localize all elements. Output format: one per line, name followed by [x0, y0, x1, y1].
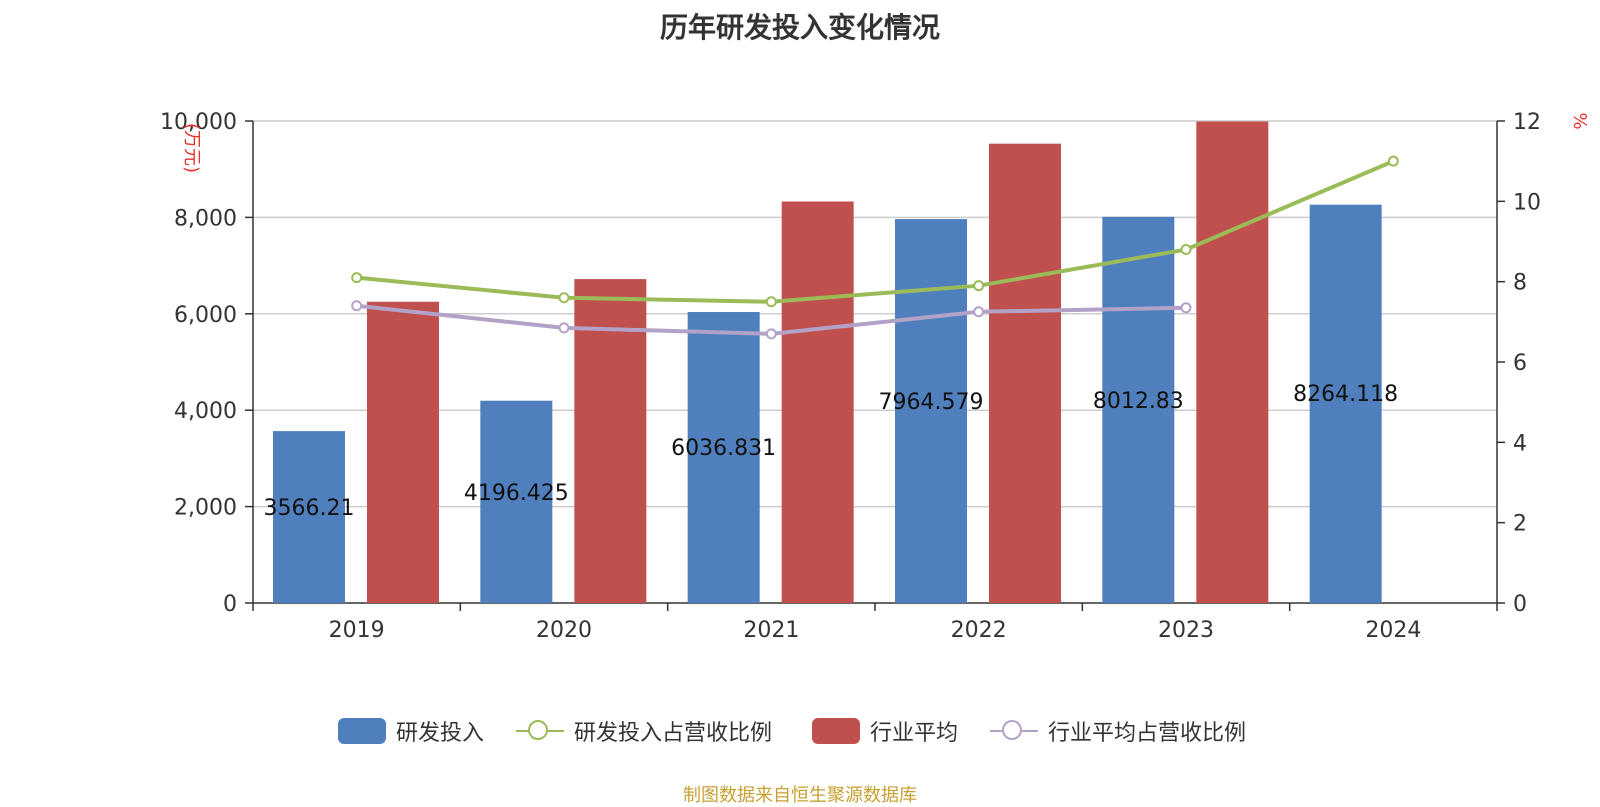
chart-title: 历年研发投入变化情况 — [659, 11, 940, 44]
point-rd-ratio — [765, 296, 777, 308]
x-tick-label: 2020 — [536, 618, 592, 643]
legend-swatch-rd-ratio — [516, 718, 564, 744]
bar-rd — [1309, 204, 1382, 604]
y-right-tick-label: 0 — [1513, 592, 1527, 617]
legend-item-rd-ratio[interactable]: 研发投入占营收比例 — [516, 716, 772, 746]
legend-label-industry: 行业平均 — [870, 721, 959, 746]
y-left-tick-label: 0 — [223, 592, 237, 617]
bar-rd — [895, 219, 967, 603]
bar-industry — [1196, 121, 1269, 604]
x-tick-label: 2022 — [951, 618, 1007, 643]
y-left-tick-label: 6,000 — [174, 303, 237, 328]
y-right-tick-label: 8 — [1513, 271, 1527, 296]
point-industry-ratio — [1180, 302, 1192, 314]
y-left-unit-label: (万元) — [181, 123, 202, 173]
legend-label-rd: 研发投入 — [396, 721, 485, 746]
point-rd-ratio — [351, 272, 363, 284]
legend-swatch-rd — [338, 718, 386, 744]
legend-item-rd[interactable]: 研发投入 — [338, 716, 484, 746]
x-tick-label: 2019 — [329, 618, 385, 643]
point-industry-ratio — [973, 306, 985, 318]
y-right-tick-label: 4 — [1513, 431, 1527, 456]
point-rd-ratio — [1387, 155, 1399, 167]
bar-industry — [781, 201, 854, 603]
data-label-rd: 8264.118 — [1293, 382, 1398, 407]
x-tick-label: 2024 — [1365, 618, 1421, 643]
x-tick-label: 2023 — [1158, 618, 1214, 643]
point-industry-ratio — [765, 328, 777, 340]
point-rd-ratio — [1180, 244, 1192, 256]
legend-label-rd-ratio: 研发投入占营收比例 — [574, 721, 773, 746]
point-rd-ratio — [973, 280, 985, 292]
bar-rd — [687, 312, 760, 603]
bar-industry — [367, 301, 439, 603]
legend-swatch-industry — [812, 718, 860, 744]
y-left-tick-label: 4,000 — [174, 399, 237, 424]
legend-swatch-industry-ratio — [990, 718, 1038, 744]
bar-industry — [989, 143, 1061, 604]
y-right-tick-label: 10 — [1513, 190, 1541, 215]
legend-label-industry-ratio: 行业平均占营收比例 — [1048, 721, 1247, 746]
data-label-rd: 3566.21 — [264, 496, 355, 521]
bar-rd — [1102, 216, 1175, 603]
point-industry-ratio — [351, 300, 363, 312]
bar-industry — [574, 279, 647, 603]
bar-rd — [480, 400, 553, 603]
data-label-rd: 8012.83 — [1093, 389, 1184, 414]
data-source-note: 制图数据来自恒生聚源数据库 — [683, 785, 917, 806]
x-tick-label: 2021 — [743, 618, 799, 643]
data-label-rd: 7964.579 — [879, 390, 984, 415]
line-rd-ratio — [356, 159, 1395, 304]
y-left-tick-label: 8,000 — [174, 206, 237, 231]
y-left-tick-label: 2,000 — [174, 496, 237, 521]
y-left-tick-label: 10,000 — [160, 110, 237, 135]
legend: 研发投入 研发投入占营收比例 行业平均 行业平均占营收比例 — [0, 716, 1600, 756]
data-label-rd: 6036.831 — [671, 436, 776, 461]
point-rd-ratio — [558, 292, 570, 304]
legend-item-industry[interactable]: 行业平均 — [812, 716, 958, 746]
y-right-tick-label: 2 — [1513, 512, 1527, 537]
point-industry-ratio — [558, 322, 570, 334]
y-right-tick-label: 6 — [1513, 351, 1527, 376]
bar-rd — [273, 431, 345, 603]
data-label-rd: 4196.425 — [464, 481, 569, 506]
y-right-tick-label: 12 — [1513, 110, 1541, 135]
y-right-unit-label: % — [1569, 112, 1590, 129]
legend-item-industry-ratio[interactable]: 行业平均占营收比例 — [990, 716, 1246, 746]
